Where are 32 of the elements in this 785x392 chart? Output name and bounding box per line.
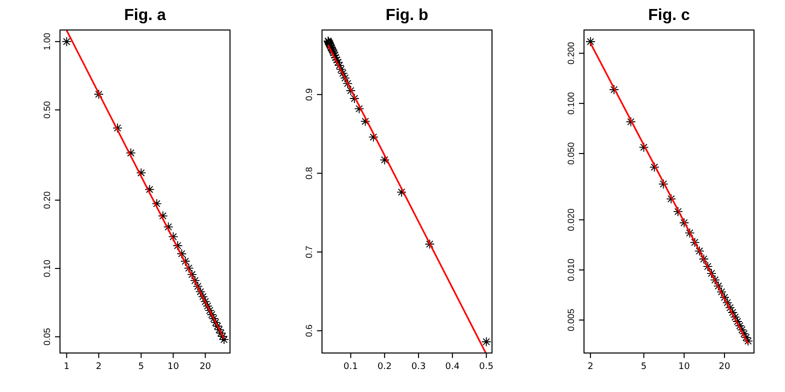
x-tick-label: 2	[96, 362, 102, 372]
x-tick-label: 20	[718, 362, 730, 372]
x-tick-label: 2	[588, 362, 594, 372]
x-tick-label: 10	[678, 362, 690, 372]
x-tick-label: 0.2	[377, 362, 392, 372]
y-tick-label: 0.05	[42, 328, 52, 346]
x-tick-label: 0.5	[479, 362, 494, 372]
x-tick-label: 1	[64, 362, 70, 372]
y-tick-label: 0.050	[566, 142, 576, 165]
y-tick-label: 0.8	[304, 167, 314, 180]
y-tick-label: 0.010	[566, 258, 576, 282]
y-tick-label: 0.020	[566, 208, 576, 232]
x-tick-label: 0.3	[411, 362, 426, 372]
x-tick-label: 0.1	[344, 362, 358, 372]
x-tick-label: 5	[138, 362, 144, 372]
x-tick-label: 10	[168, 362, 180, 372]
chart-title: Fig. c	[648, 7, 690, 24]
y-tick-label: 0.20	[42, 191, 52, 209]
x-tick-label: 0.4	[445, 362, 460, 372]
y-tick-label: 0.50	[42, 101, 52, 119]
x-tick-label: 5	[640, 362, 647, 372]
y-tick-label: 0.7	[304, 246, 314, 258]
y-tick-label: 0.005	[566, 308, 576, 332]
y-tick-label: 0.10	[42, 260, 52, 278]
y-tick-label: 0.6	[304, 324, 314, 337]
y-tick-label: 0.100	[566, 92, 576, 115]
chart-title: Fig. b	[386, 7, 429, 24]
y-tick-label: 0.200	[566, 42, 576, 65]
y-tick-label: 0.9	[304, 88, 314, 101]
y-tick-label: 1.00	[42, 32, 52, 50]
x-tick-label: 20	[200, 362, 212, 372]
chart-title: Fig. a	[124, 7, 166, 24]
